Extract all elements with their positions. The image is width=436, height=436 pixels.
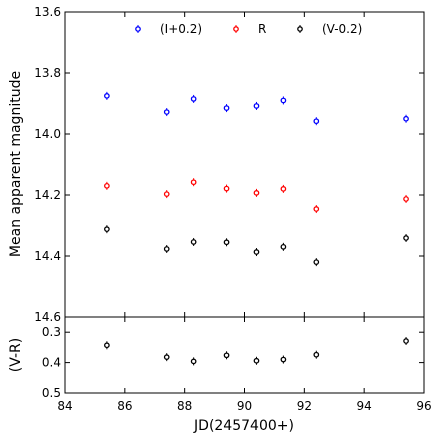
legend: (I+0.2) R (V-0.2)	[135, 22, 362, 36]
top-panel-point	[280, 96, 287, 105]
x-tick-label: 94	[357, 399, 372, 413]
bottom-panel-y-tick-label: 0.5	[42, 386, 61, 400]
top-panel-point	[313, 258, 320, 267]
top-panel-point	[104, 225, 110, 234]
bottom-panel-point	[253, 356, 260, 365]
bottom-panel-point	[403, 337, 409, 346]
bottom-panel-point	[163, 353, 170, 362]
legend-marker	[135, 25, 141, 33]
top-panel-ylabel: Mean apparent magnitude	[8, 71, 24, 257]
top-panel-point	[280, 184, 287, 193]
top-panel-point	[223, 104, 230, 113]
bottom-panel-ylabel: (V-R)	[8, 338, 24, 372]
top-panel-tick-labels: 13.6 13.8 14.0 14.2 14.4 14.6	[34, 5, 61, 324]
top-panel-point	[163, 108, 170, 117]
x-tick-label: 96	[416, 399, 431, 413]
bottom-panel-ticks	[64, 317, 425, 394]
bottom-panel-point	[223, 351, 230, 360]
top-panel-point	[163, 244, 170, 253]
top-panel-point	[253, 188, 260, 197]
bottom-panel: 84 86 88 90 92 94 96 0.3 0.4 0.5 (V-R) JD(2457400…	[8, 316, 432, 434]
top-panel-point	[223, 184, 230, 193]
legend-marker	[297, 25, 303, 33]
legend-label: R	[258, 22, 266, 36]
bottom-panel-y-tick-label: 0.4	[42, 356, 61, 370]
top-panel-y-tick-label: 13.8	[34, 66, 61, 80]
bottom-panel-point	[313, 350, 320, 359]
top-panel-y-tick-label: 14.6	[34, 310, 61, 324]
top-panel-point	[403, 234, 409, 243]
x-tick-label: 90	[237, 399, 252, 413]
top-panel-point	[403, 114, 409, 123]
bottom-panel-tick-labels: 84 86 88 90 92 94 96 0.3 0.4 0.5	[42, 325, 432, 413]
bottom-panel-point	[280, 355, 287, 364]
bottom-panel-point	[104, 341, 110, 350]
x-axis-label: JD(2457400+)	[193, 418, 294, 434]
top-panel-point	[223, 238, 230, 247]
top-panel-point	[104, 91, 110, 100]
top-panel-y-tick-label: 14.0	[34, 127, 61, 141]
top-panel: 13.6 13.8 14.0 14.2 14.4 14.6 Mean apparent m…	[8, 5, 425, 324]
top-panel-point	[313, 117, 320, 126]
legend-marker	[233, 25, 239, 33]
top-panel-y-tick-label: 13.6	[34, 5, 61, 19]
top-panel-point	[190, 178, 197, 187]
top-panel-point	[253, 248, 260, 257]
x-tick-label: 84	[57, 399, 72, 413]
top-panel-point	[280, 242, 287, 251]
legend-label: (V-0.2)	[322, 22, 362, 36]
legend-label: (I+0.2)	[160, 22, 202, 36]
top-panel-y-tick-label: 14.2	[34, 188, 61, 202]
x-tick-label: 88	[177, 399, 192, 413]
x-tick-label: 86	[117, 399, 132, 413]
top-panel-y-tick-label: 14.4	[34, 249, 61, 263]
top-panel-points	[104, 91, 409, 267]
top-panel-point	[104, 181, 110, 190]
top-panel-point	[253, 101, 260, 110]
top-panel-point	[190, 237, 197, 246]
bottom-panel-point	[190, 357, 197, 366]
top-panel-point	[403, 194, 409, 203]
bottom-panel-y-tick-label: 0.3	[42, 325, 61, 339]
x-tick-label: 92	[297, 399, 312, 413]
bottom-panel-points	[104, 337, 409, 366]
top-panel-point	[190, 94, 197, 103]
top-panel-point	[313, 205, 320, 214]
top-panel-point	[163, 190, 170, 199]
